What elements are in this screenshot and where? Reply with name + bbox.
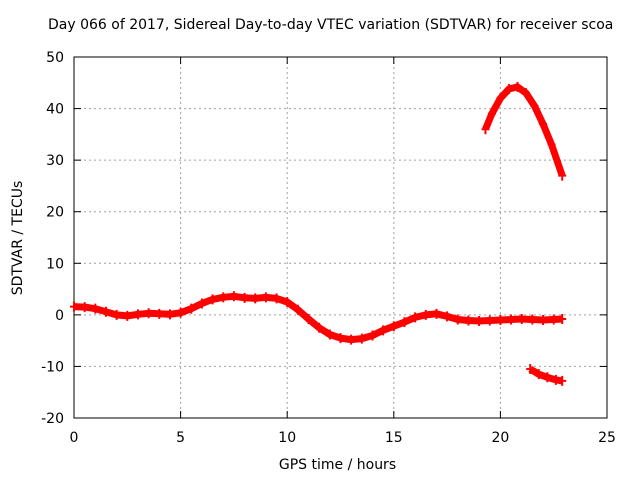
series-main-point [475,316,484,327]
series-upper-point [558,170,567,181]
x-axis-label: GPS time / hours [278,457,397,473]
y-tick-label: 20 [46,205,64,221]
x-tick-label: 15 [385,430,403,446]
series-main-point [325,329,334,340]
series-main-point [517,313,526,324]
series-lower-point [543,372,552,383]
series-main-point [187,303,196,314]
series-main-point [80,302,89,313]
series-main-point [283,296,292,307]
x-tick-label: 20 [491,430,509,446]
series-main-point [464,315,473,326]
series-main-point [507,314,516,325]
series-upper-point [487,108,496,119]
series-lower-point [558,375,567,386]
series-main-point [357,333,366,344]
series-main-point [101,306,110,317]
series-main-point [400,317,409,328]
series-main-point [558,313,567,324]
plot-frame [73,56,608,419]
series-upper-point [547,139,556,150]
series-main-point [261,292,270,303]
series-main-point [389,321,398,332]
series-main-point [304,313,313,324]
series-main-point [91,303,100,314]
series-main-point [443,311,452,322]
series-main-point [123,310,132,321]
x-tick-label: 5 [176,430,185,446]
series-main-point [432,308,441,319]
series-main-point [453,314,462,325]
data-series [70,81,567,386]
series-main-point [293,304,302,315]
y-axis-ticks: -20 -10 0 10 20 30 40 50 [41,50,607,427]
series-main-point [272,293,281,304]
series-main-point [197,298,206,309]
series-upper-point [481,124,490,135]
x-tick-label: 25 [598,430,616,446]
series-upper-point [530,100,539,111]
series-upper-line [482,83,566,177]
series-upper-point [513,81,522,92]
x-tick-label: 0 [70,430,79,446]
y-tick-label: 30 [46,153,64,169]
series-main-point [528,314,537,325]
series-main-point [133,309,142,320]
series-main-point [549,314,558,325]
chart-title: Day 066 of 2017, Sidereal Day-to-day VTE… [48,17,614,33]
series-lower-point [534,369,543,380]
series-main-point [155,308,164,319]
grid-lines [74,57,607,418]
series-main-point [70,301,78,312]
series-main-point [336,333,345,344]
series-lower-point [526,364,535,375]
x-axis-ticks: 0 5 10 15 20 25 [70,57,616,446]
series-main-point [229,291,238,302]
series-main-point [496,315,505,326]
series-main-point [176,307,185,318]
series-upper-point [521,88,530,99]
series-main-point [112,309,121,320]
y-tick-label: 50 [46,50,64,66]
y-axis-label: SDTVAR / TECUs [10,180,26,296]
series-main-point [539,315,548,326]
series-main-point [485,315,494,326]
series-main-point [368,330,377,341]
series-upper-point [496,93,505,104]
series-main-point [421,309,430,320]
x-tick-label: 10 [278,430,296,446]
series-main-point [165,309,174,320]
y-tick-label: 10 [46,256,64,272]
series-main-point [251,293,260,304]
series-main-point [379,325,388,336]
series-main-point [240,292,249,303]
series-upper-point [539,119,548,130]
series-main-point [208,294,217,305]
series-lower-point [551,374,560,385]
series-main-point [315,322,324,333]
series-main-point [347,334,356,345]
y-tick-label: 0 [55,308,64,324]
series-upper-point [504,83,513,94]
y-tick-label: 40 [46,102,64,118]
series-main-point [219,292,228,303]
series-main-point [144,308,153,319]
y-tick-label: -10 [41,359,64,375]
series-main-point [411,312,420,323]
y-tick-label: -20 [41,411,64,427]
